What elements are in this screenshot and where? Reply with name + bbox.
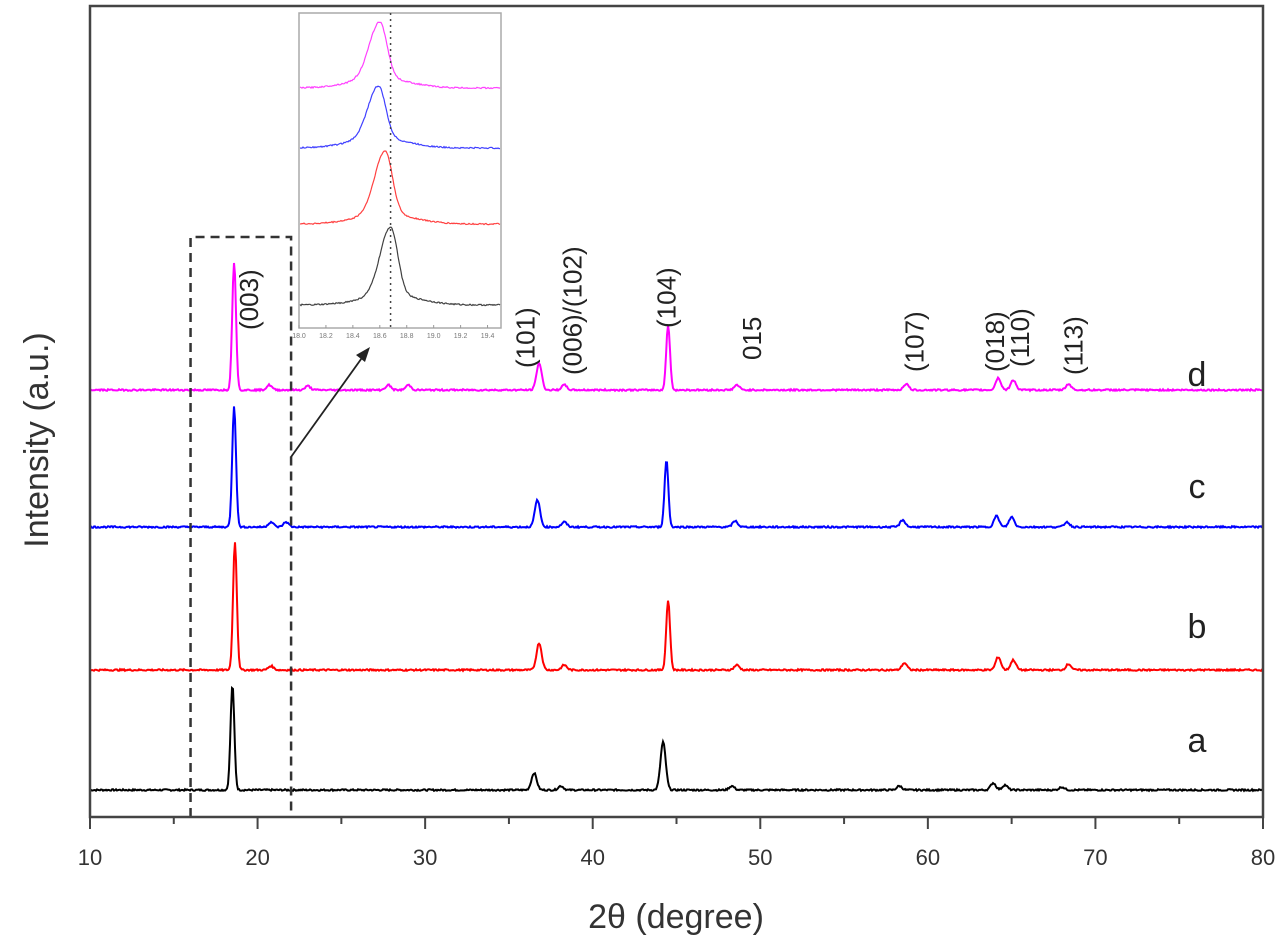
trace-b (89, 542, 1264, 673)
series-label-a: a (1188, 722, 1207, 760)
peak-label: (104) (651, 267, 681, 328)
x-tick-label: 40 (580, 845, 604, 870)
inset-tick-label: 18.6 (373, 333, 387, 340)
series-label-c: c (1189, 468, 1206, 506)
inset-tick-label: 18.0 (292, 333, 306, 340)
inset-tick-label: 18.8 (400, 333, 414, 340)
x-tick-label: 70 (1083, 845, 1107, 870)
x-tick-label: 10 (78, 845, 102, 870)
inset-tick-label: 19.0 (427, 333, 441, 340)
inset-frame (298, 12, 502, 329)
x-axis: 10 20 30 40 50 60 70 80 (78, 817, 1275, 870)
zoom-region-box (189, 235, 293, 817)
peak-label: (101) (511, 307, 541, 368)
peak-label: 015 (737, 317, 767, 360)
x-tick-label: 30 (413, 845, 437, 870)
peak-label: (003) (234, 269, 264, 330)
trace-c (89, 406, 1264, 530)
inset-tick-label: 18.2 (319, 333, 333, 340)
main-traces (89, 262, 1264, 793)
trace-d (89, 262, 1264, 393)
y-axis-title: Intensity (a.u.) (18, 332, 56, 547)
peak-label: (107) (899, 311, 929, 372)
inset-tick-label: 18.4 (346, 333, 360, 340)
inset-plot: 18.0 18.2 18.4 18.6 18.8 19.0 19.2 19.4 (292, 12, 502, 340)
series-label-b: b (1188, 608, 1207, 646)
peak-label: (110) (1005, 308, 1035, 367)
x-tick-label: 20 (245, 845, 269, 870)
inset-tick-label: 19.4 (481, 333, 495, 340)
inset-trace-b (299, 150, 501, 226)
x-axis-title: 2θ (degree) (588, 898, 764, 936)
peak-label: (006)/(102) (558, 246, 588, 375)
inset-trace-a (299, 226, 501, 307)
plot-frame (88, 4, 1265, 819)
series-label-d: d (1188, 356, 1207, 394)
peak-label: (018) (980, 311, 1010, 372)
trace-a (89, 685, 1264, 793)
dashed-region (189, 235, 293, 817)
inset-trace-c (299, 85, 501, 150)
x-tick-label: 50 (748, 845, 772, 870)
peak-labels: (003)(101) (006)/(102) (104)015 (107) (018)(… (234, 246, 1088, 375)
arrow-head-icon (356, 347, 370, 362)
x-tick-label: 80 (1251, 845, 1275, 870)
plot-border (88, 4, 1265, 819)
series-labels: d c b a (1188, 356, 1207, 760)
x-tick-label: 60 (916, 845, 940, 870)
arrow-line (290, 354, 365, 458)
peak-label: (113) (1059, 316, 1089, 375)
inset-tick-label: 19.2 (454, 333, 468, 340)
inset-arrow (290, 347, 370, 458)
inset-trace-d (299, 21, 501, 90)
